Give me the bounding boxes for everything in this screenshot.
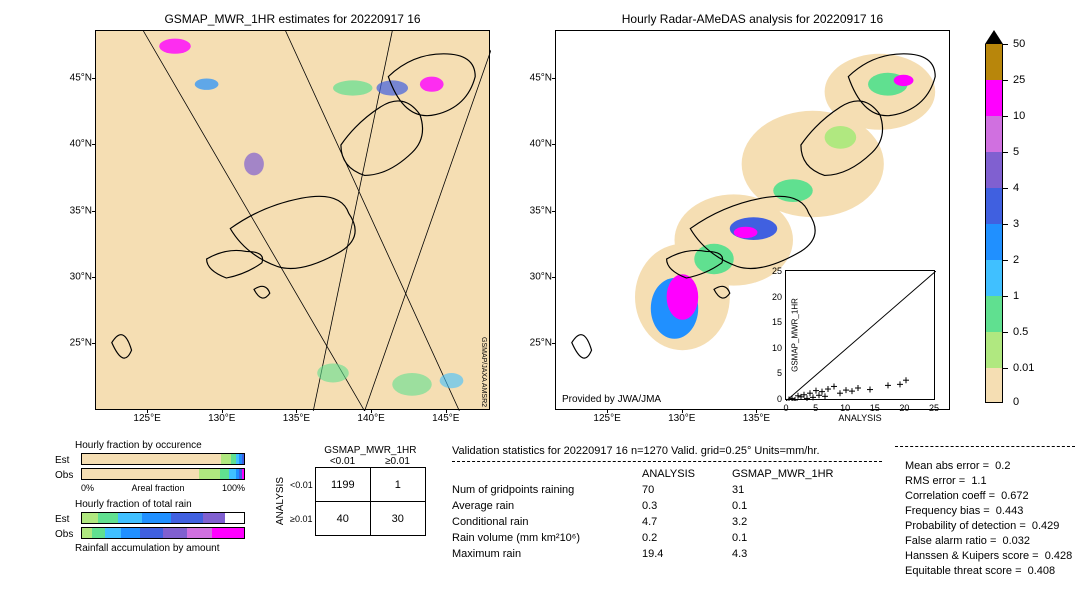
- val-v2: 31: [732, 484, 744, 496]
- cont-ylabel: ANALYSIS: [275, 477, 286, 525]
- colorbar-segment: [985, 296, 1003, 332]
- val-v1: 0.3: [642, 500, 732, 512]
- val-v1: 4.7: [642, 516, 732, 528]
- stat-row: RMS error = 1.1: [905, 475, 1072, 487]
- colorbar-segment: [985, 368, 1003, 402]
- stat-row: Mean abs error = 0.2: [905, 460, 1072, 472]
- scatter-ylabel: GSMAP_MWR_1HR: [790, 298, 799, 372]
- colorbar-label: 3: [1013, 218, 1019, 230]
- cont-rowlab: <0.01: [290, 480, 313, 490]
- left-map: 45°N40°N35°N30°N25°N125°E130°E135°E140°E…: [95, 30, 490, 410]
- colorbar-label: 25: [1013, 74, 1025, 86]
- fraction-row-label: Est: [55, 455, 81, 466]
- val-v1: 0.2: [642, 532, 732, 544]
- fraction-title: Rainfall accumulation by amount: [75, 543, 245, 554]
- stat-row: Frequency bias = 0.443: [905, 505, 1072, 517]
- val-label: Conditional rain: [452, 516, 642, 528]
- val-v2: 3.2: [732, 516, 747, 528]
- colorbar-label: 50: [1013, 38, 1025, 50]
- colorbar: 502510543210.50.010: [985, 30, 1003, 403]
- cont-title: GSMAP_MWR_1HR: [315, 445, 426, 456]
- val-v2: 0.1: [732, 532, 747, 544]
- colorbar-segment: [985, 80, 1003, 116]
- colorbar-label: 0.5: [1013, 326, 1028, 338]
- validation-title: Validation statistics for 20220917 16 n=…: [452, 445, 882, 457]
- left-map-title: GSMAP_MWR_1HR estimates for 20220917 16: [95, 12, 490, 26]
- cont-cells: 11991 4030: [315, 467, 426, 536]
- val-v1: 19.4: [642, 548, 732, 560]
- val-label: Maximum rain: [452, 548, 642, 560]
- axis-right: 100%: [222, 483, 245, 493]
- val-label: Average rain: [452, 500, 642, 512]
- map-credit: GSMAP/JAXA AMSR2: [480, 337, 487, 407]
- axis-left: 0%: [81, 483, 94, 493]
- colorbar-label: 2: [1013, 254, 1019, 266]
- colorbar-segment: [985, 188, 1003, 224]
- colorbar-label: 0.01: [1013, 362, 1034, 374]
- colorbar-label: 5: [1013, 146, 1019, 158]
- fraction-title: Hourly fraction of total rain: [75, 499, 245, 510]
- colorbar-label: 4: [1013, 182, 1019, 194]
- scatter-plot: 00551010151520202525ANALYSISGSMAP_MWR_1H…: [785, 270, 935, 400]
- colorbar-label: 0: [1013, 396, 1019, 408]
- val-v1: 70: [642, 484, 732, 496]
- cont-col: ≥0.01: [370, 456, 425, 467]
- validation-stats: Validation statistics for 20220917 16 n=…: [452, 445, 882, 564]
- val-v2: 4.3: [732, 548, 747, 560]
- map-credit: Provided by JWA/JMA: [562, 394, 661, 405]
- score-stats: Mean abs error = 0.2 RMS error = 1.1 Corre…: [905, 460, 1072, 580]
- fraction-row-label: Obs: [55, 470, 81, 481]
- colorbar-segment: [985, 44, 1003, 80]
- colorbar-arrow-icon: [985, 30, 1003, 44]
- fraction-row-label: Est: [55, 514, 81, 525]
- fraction-row-label: Obs: [55, 529, 81, 540]
- colorbar-label: 1: [1013, 290, 1019, 302]
- colorbar-segment: [985, 332, 1003, 368]
- colorbar-label: 10: [1013, 110, 1025, 122]
- fraction-bars: Hourly fraction by occurenceEstObs0%Area…: [55, 440, 245, 554]
- scatter-xlabel: ANALYSIS: [786, 413, 934, 423]
- stat-row: Equitable threat score = 0.408: [905, 565, 1072, 577]
- colorbar-segment: [985, 116, 1003, 152]
- contingency-table: GSMAP_MWR_1HR <0.01≥0.01 ANALYSIS <0.01≥…: [275, 445, 426, 536]
- stat-row: Correlation coeff = 0.672: [905, 490, 1072, 502]
- val-colhead: ANALYSIS: [642, 468, 732, 480]
- val-colhead: GSMAP_MWR_1HR: [732, 468, 833, 480]
- val-label: Num of gridpoints raining: [452, 484, 642, 496]
- val-label: Rain volume (mm km²10⁶): [452, 532, 642, 544]
- val-v2: 0.1: [732, 500, 747, 512]
- fraction-title: Hourly fraction by occurence: [75, 440, 245, 451]
- colorbar-segment: [985, 152, 1003, 188]
- right-map-title: Hourly Radar-AMeDAS analysis for 2022091…: [555, 12, 950, 26]
- stat-row: False alarm ratio = 0.032: [905, 535, 1072, 547]
- cont-col: <0.01: [315, 456, 370, 467]
- axis-mid: Areal fraction: [131, 483, 184, 493]
- stat-row: Hanssen & Kuipers score = 0.428: [905, 550, 1072, 562]
- colorbar-segment: [985, 224, 1003, 260]
- cont-rowlab: ≥0.01: [290, 514, 313, 524]
- stat-row: Probability of detection = 0.429: [905, 520, 1072, 532]
- colorbar-segment: [985, 260, 1003, 296]
